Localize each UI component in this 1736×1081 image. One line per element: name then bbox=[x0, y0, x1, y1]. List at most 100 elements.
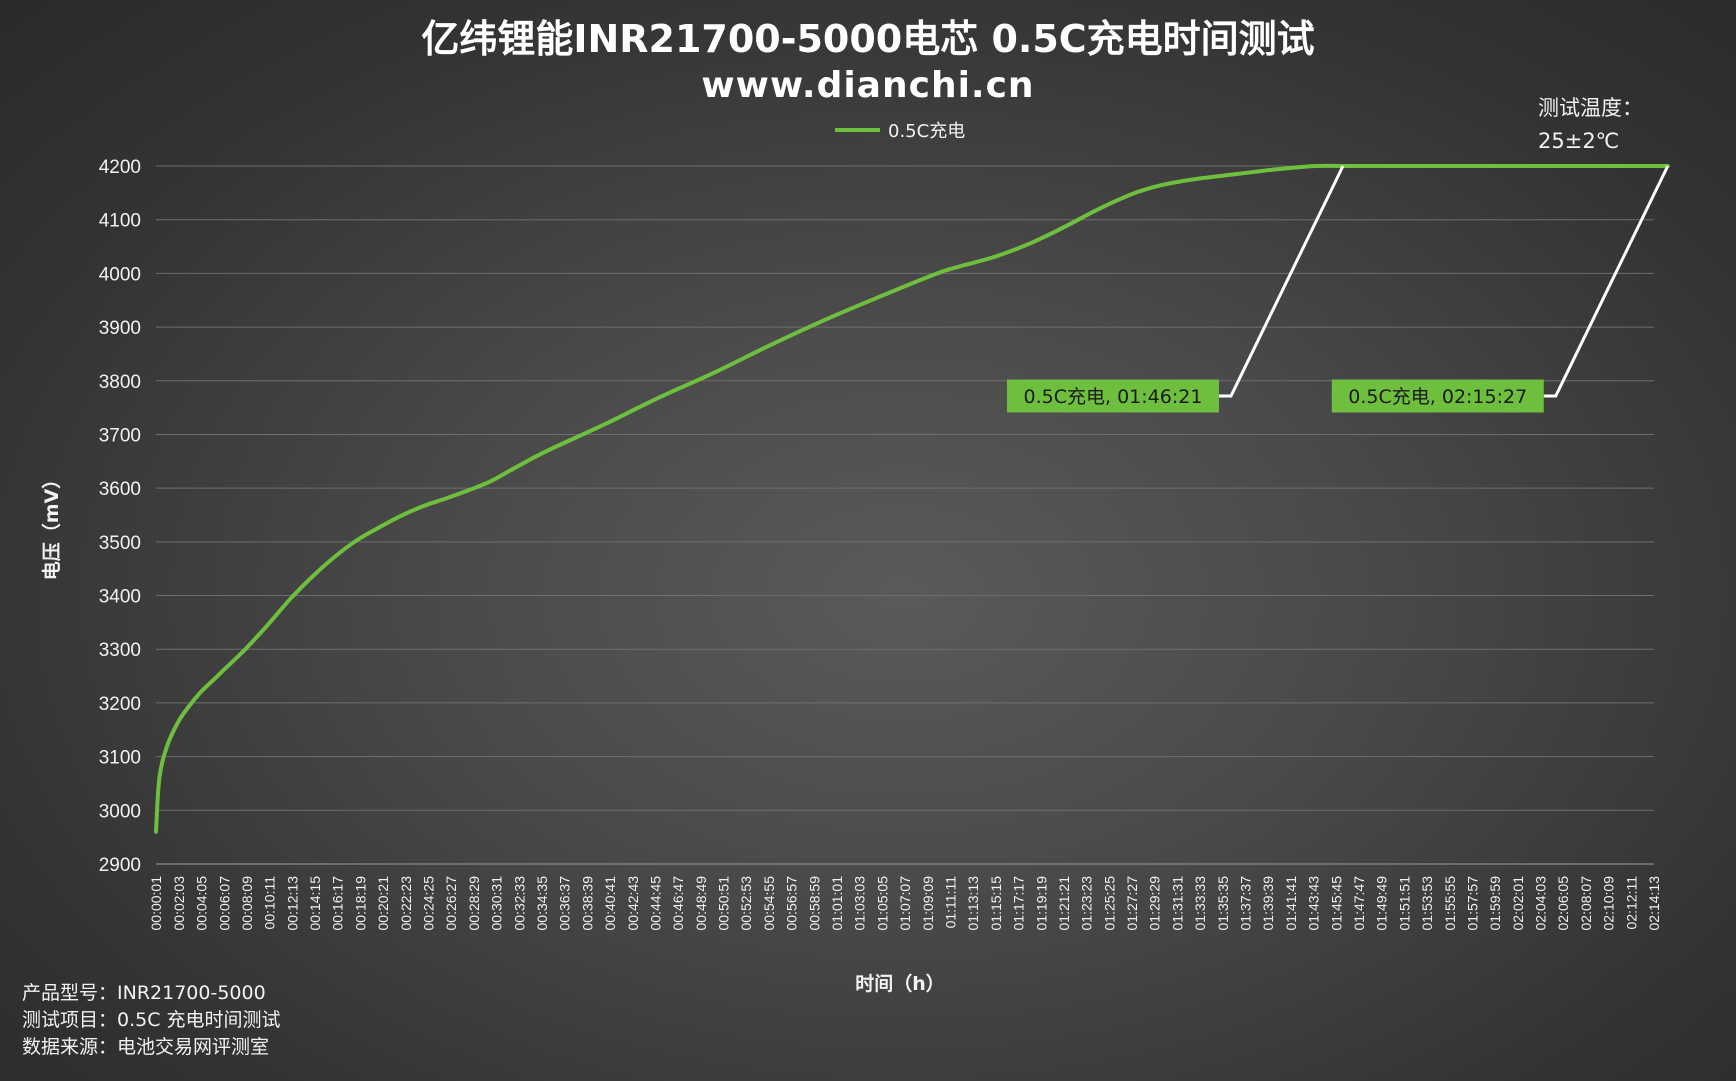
gridlines bbox=[156, 165, 1654, 865]
x-tick-label: 01:41:41 bbox=[1283, 876, 1299, 931]
y-tick-label: 3700 bbox=[99, 425, 141, 446]
x-tick-label: 00:02:03 bbox=[171, 876, 187, 931]
callout-leader bbox=[1218, 165, 1345, 398]
x-tick-label: 02:14:13 bbox=[1646, 876, 1662, 931]
y-axis-ticks: 2900 3000 3100 3200 3300 3400 3500 3600 3700 3800… bbox=[99, 157, 141, 876]
x-tick-label: 01:23:23 bbox=[1079, 876, 1095, 931]
x-tick-label: 00:34:35 bbox=[534, 876, 550, 931]
y-tick-label: 3400 bbox=[99, 587, 141, 608]
x-tick-label: 00:50:51 bbox=[716, 876, 732, 931]
x-tick-label: 01:45:45 bbox=[1328, 876, 1344, 931]
x-tick-label: 01:01:01 bbox=[829, 876, 845, 931]
y-tick-label: 3200 bbox=[99, 694, 141, 715]
temperature-value: 25±2℃ bbox=[1538, 129, 1619, 153]
x-tick-label: 00:16:17 bbox=[330, 876, 346, 931]
chart-title: 亿纬锂能INR21700-5000电芯 0.5C充电时间测试 bbox=[421, 17, 1314, 61]
x-tick-label: 00:18:19 bbox=[352, 876, 368, 931]
x-tick-label: 01:53:53 bbox=[1419, 876, 1435, 931]
x-tick-label: 01:47:47 bbox=[1351, 876, 1367, 931]
x-tick-label: 01:03:03 bbox=[852, 876, 868, 931]
x-tick-label: 01:09:09 bbox=[920, 876, 936, 931]
x-tick-label: 00:00:01 bbox=[148, 876, 164, 931]
x-tick-label: 01:37:37 bbox=[1238, 876, 1254, 931]
y-tick-label: 3600 bbox=[99, 479, 141, 500]
x-axis-label: 时间（h） bbox=[855, 972, 945, 995]
product-model: 产品型号：INR21700-5000 bbox=[22, 982, 266, 1004]
x-tick-label: 00:12:13 bbox=[284, 876, 300, 931]
x-tick-label: 00:58:59 bbox=[806, 876, 822, 931]
x-tick-label: 00:32:33 bbox=[511, 876, 527, 931]
x-tick-label: 01:57:57 bbox=[1464, 876, 1480, 931]
x-tick-label: 01:59:59 bbox=[1487, 876, 1503, 931]
y-tick-label: 4000 bbox=[99, 264, 141, 285]
series-line bbox=[154, 163, 1670, 834]
x-tick-label: 02:10:09 bbox=[1601, 876, 1617, 931]
x-tick-label: 01:43:43 bbox=[1306, 876, 1322, 931]
y-tick-label: 3500 bbox=[99, 533, 141, 554]
callout-leader bbox=[1543, 165, 1670, 398]
y-tick-label: 4200 bbox=[99, 157, 141, 178]
x-tick-label: 01:11:11 bbox=[942, 876, 958, 929]
y-tick-label: 3900 bbox=[99, 318, 141, 339]
footer-info: 产品型号：INR21700-5000 测试项目：0.5C 充电时间测试 数据来源… bbox=[22, 980, 281, 1061]
x-tick-label: 00:08:09 bbox=[239, 876, 255, 931]
x-tick-label: 01:19:19 bbox=[1033, 876, 1049, 931]
x-tick-label: 00:46:47 bbox=[670, 876, 686, 931]
x-tick-label: 00:44:45 bbox=[647, 876, 663, 931]
callout-label: 0.5C充电, 02:15:27 bbox=[1348, 386, 1527, 408]
series-layer bbox=[154, 163, 1670, 834]
x-tick-label: 01:29:29 bbox=[1147, 876, 1163, 931]
temperature-label: 测试温度： bbox=[1538, 96, 1643, 120]
x-tick-label: 01:33:33 bbox=[1192, 876, 1208, 931]
x-tick-label: 02:04:03 bbox=[1533, 876, 1549, 931]
x-tick-label: 01:17:17 bbox=[1011, 876, 1027, 931]
x-tick-label: 00:36:37 bbox=[557, 876, 573, 931]
chart-subtitle: www.dianchi.cn bbox=[701, 65, 1034, 106]
x-axis-ticks: 00:00:01 00:02:03 00:04:05 00:06:07 00:08:09… bbox=[148, 876, 1662, 931]
y-tick-label: 3100 bbox=[99, 748, 141, 769]
x-tick-label: 00:14:15 bbox=[307, 876, 323, 931]
callout-box bbox=[1331, 379, 1544, 413]
x-tick-label: 00:06:07 bbox=[216, 876, 232, 931]
x-tick-label: 01:21:21 bbox=[1056, 876, 1072, 931]
x-tick-label: 00:38:39 bbox=[579, 876, 595, 931]
x-tick-label: 00:40:41 bbox=[602, 876, 618, 931]
x-tick-label: 01:13:13 bbox=[965, 876, 981, 931]
x-tick-label: 01:35:35 bbox=[1215, 876, 1231, 931]
callout-box bbox=[1006, 379, 1219, 413]
x-tick-label: 00:04:05 bbox=[194, 876, 210, 931]
x-tick-label: 00:28:29 bbox=[466, 876, 482, 931]
x-tick-label: 01:27:27 bbox=[1124, 876, 1140, 931]
legend: 0.5C充电 bbox=[835, 121, 965, 142]
x-tick-label: 00:54:55 bbox=[761, 876, 777, 931]
x-tick-label: 02:08:07 bbox=[1578, 876, 1594, 931]
x-tick-label: 00:42:43 bbox=[625, 876, 641, 931]
x-tick-label: 00:26:27 bbox=[443, 876, 459, 931]
x-tick-label: 02:02:01 bbox=[1510, 876, 1526, 931]
x-tick-label: 02:12:11 bbox=[1623, 876, 1639, 930]
x-tick-label: 00:48:49 bbox=[693, 876, 709, 931]
temperature-note: 测试温度： 25±2℃ bbox=[1538, 96, 1643, 153]
x-tick-label: 00:52:53 bbox=[738, 876, 754, 931]
x-tick-label: 01:49:49 bbox=[1374, 876, 1390, 931]
x-tick-label: 00:20:21 bbox=[375, 876, 391, 931]
x-tick-label: 00:30:31 bbox=[489, 876, 505, 931]
x-tick-label: 01:31:31 bbox=[1169, 876, 1185, 931]
x-tick-label: 01:39:39 bbox=[1260, 876, 1276, 931]
x-tick-label: 01:15:15 bbox=[988, 876, 1004, 931]
y-tick-label: 3000 bbox=[99, 801, 141, 822]
x-tick-label: 02:06:05 bbox=[1555, 876, 1571, 931]
y-tick-label: 3800 bbox=[99, 372, 141, 393]
x-tick-label: 00:56:57 bbox=[784, 876, 800, 931]
test-item: 测试项目：0.5C 充电时间测试 bbox=[22, 1009, 281, 1031]
y-tick-label: 2900 bbox=[99, 855, 141, 876]
y-tick-label: 3300 bbox=[99, 640, 141, 661]
y-axis-label: 电压（mV） bbox=[40, 470, 63, 581]
x-tick-label: 00:22:23 bbox=[398, 876, 414, 931]
x-tick-label: 01:07:07 bbox=[897, 876, 913, 931]
x-tick-label: 01:51:51 bbox=[1396, 876, 1412, 931]
legend-label: 0.5C充电 bbox=[888, 121, 965, 142]
x-tick-label: 01:05:05 bbox=[874, 876, 890, 931]
x-tick-label: 00:10:11 bbox=[262, 876, 278, 930]
